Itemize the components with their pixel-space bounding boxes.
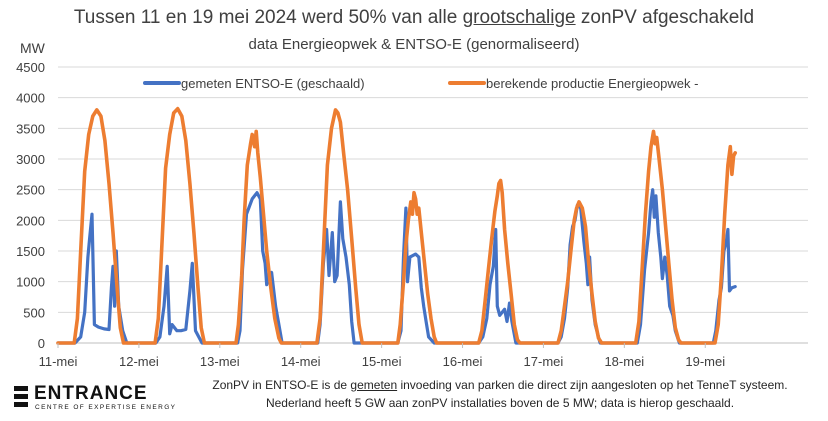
x-tick-label: 19-mei	[685, 354, 725, 369]
x-tick-label: 17-mei	[524, 354, 564, 369]
footnote-line-1: ZonPV in ENTSO-E is de gemeten invoeding…	[212, 378, 788, 392]
y-tick-label: 2500	[16, 183, 45, 198]
y-tick-label: 1000	[16, 275, 45, 290]
entrance-logo: ENTRANCE CENTRE OF EXPERTISE ENERGY	[14, 383, 179, 414]
y-tick-label: 4500	[16, 60, 45, 75]
y-tick-label: 2000	[16, 213, 45, 228]
y-tick-label: 3000	[16, 152, 45, 167]
chart-title: Tussen 11 en 19 mei 2024 werd 50% van al…	[73, 7, 755, 28]
logo-name: ENTRANCE	[34, 383, 148, 404]
x-tick-label: 15-mei	[362, 354, 402, 369]
y-tick-label: 500	[23, 305, 45, 320]
y-tick-label: 4000	[16, 91, 45, 106]
logo-tagline: CENTRE OF EXPERTISE ENERGY	[35, 404, 177, 411]
entrance-logo-mark	[14, 386, 28, 408]
y-axis-unit: MW	[20, 40, 45, 56]
y-tick-label: 1500	[16, 244, 45, 259]
y-tick-label: 0	[38, 336, 45, 351]
x-tick-label: 12-mei	[119, 354, 159, 369]
y-tick-label: 3500	[16, 121, 45, 136]
x-tick-label: 16-mei	[443, 354, 483, 369]
series-berekend-line	[56, 106, 737, 345]
x-tick-label: 14-mei	[281, 354, 321, 369]
x-tick-label: 18-mei	[604, 354, 644, 369]
legend-label-gemeten: gemeten ENTSO-E (geschaald)	[181, 76, 365, 91]
legend-label-berekend: berekende productie Energieopwek -	[486, 76, 698, 91]
series-gemeten-line	[56, 188, 737, 345]
footnote-line-2: Nederland heeft 5 GW aan zonPV installat…	[265, 396, 735, 410]
chart-subtitle: data Energieopwek & ENTSO-E (genormalise…	[248, 36, 580, 53]
x-tick-label: 13-mei	[200, 354, 240, 369]
plot-area	[58, 67, 808, 343]
x-tick-label: 11-mei	[39, 354, 78, 369]
